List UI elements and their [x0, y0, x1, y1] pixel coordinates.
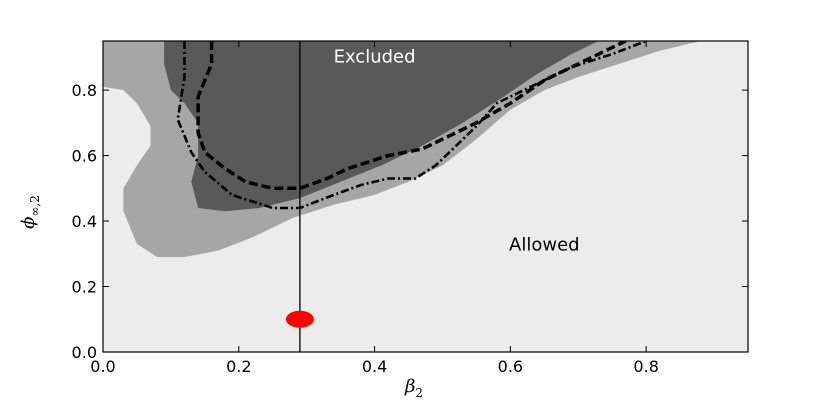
x-tick-label: 0.2 [226, 357, 251, 376]
y-axis-label: ϕ∞,2 [18, 195, 42, 229]
y-tick-label: 0.2 [72, 278, 97, 297]
dash-dot-contour [176, 41, 647, 210]
x-tick-label: 0.0 [90, 357, 115, 376]
x-axis-label: β2 [404, 376, 423, 400]
dashed-contour [196, 41, 627, 191]
y-tick-label: 0.6 [72, 147, 97, 166]
x-tick-label: 0.6 [498, 357, 523, 376]
y-tick-label: 0.8 [72, 81, 97, 100]
annotation-allowed: Allowed [509, 235, 580, 256]
y-tick-label: 0.0 [72, 343, 97, 362]
dark-gray-region [164, 41, 599, 212]
annotations: Excluded Allowed [334, 46, 580, 255]
x-tick-label: 0.4 [362, 357, 387, 376]
red-point-marker [285, 310, 314, 328]
plot-frame [102, 40, 749, 353]
annotation-excluded: Excluded [334, 46, 416, 67]
plot-area [102, 40, 749, 353]
axis-ticks: 0.0 0.2 0.4 0.6 0.8 0.0 0.2 0.4 0.6 0.8 [72, 41, 748, 376]
x-tick-label: 0.8 [633, 357, 658, 376]
y-tick-label: 0.4 [72, 212, 97, 231]
